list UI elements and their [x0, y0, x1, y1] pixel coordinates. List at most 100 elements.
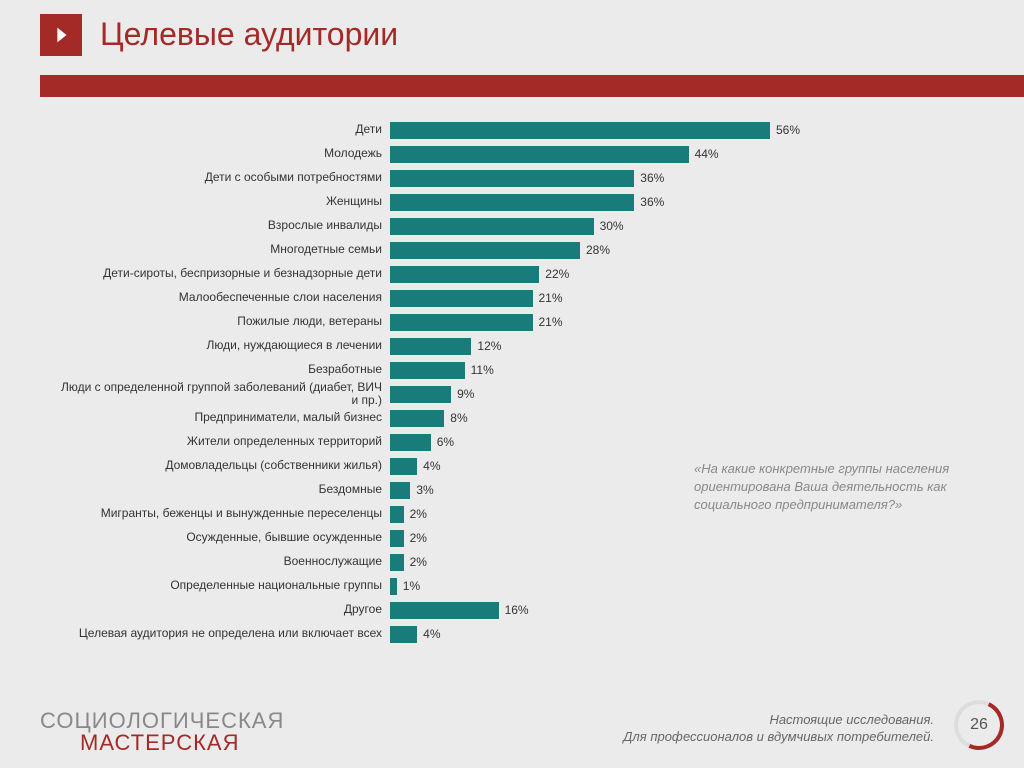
- bar-label: Люди, нуждающиеся в лечении: [60, 339, 390, 352]
- bar-label: Безработные: [60, 363, 390, 376]
- bar-value: 36%: [640, 171, 664, 185]
- chart-row: Дети-сироты, беспризорные и безнадзорные…: [60, 262, 820, 286]
- chevron-right-icon: [40, 14, 82, 56]
- bar: [390, 218, 594, 235]
- bar-area: 2%: [390, 554, 810, 571]
- chart-row: Дети56%: [60, 118, 820, 142]
- bar-label: Взрослые инвалиды: [60, 219, 390, 232]
- bar-value: 8%: [450, 411, 467, 425]
- bar-area: 28%: [390, 242, 810, 259]
- bar: [390, 578, 397, 595]
- bar-value: 1%: [403, 579, 420, 593]
- bar-area: 30%: [390, 218, 810, 235]
- chart-row: Пожилые люди, ветераны 21%: [60, 310, 820, 334]
- bar: [390, 530, 404, 547]
- chart-row: Женщины 36%: [60, 190, 820, 214]
- bar-value: 2%: [410, 507, 427, 521]
- bar-value: 9%: [457, 387, 474, 401]
- bar-area: 8%: [390, 410, 810, 427]
- bar-label: Молодежь: [60, 147, 390, 160]
- bar-area: 12%: [390, 338, 810, 355]
- bar-area: 56%: [390, 122, 810, 139]
- bar-label: Предприниматели, малый бизнес: [60, 411, 390, 424]
- bar-value: 44%: [695, 147, 719, 161]
- bar-label: Дети с особыми потребностями: [60, 171, 390, 184]
- bar-label: Женщины: [60, 195, 390, 208]
- bar: [390, 362, 465, 379]
- bar: [390, 314, 533, 331]
- bar: [390, 626, 417, 643]
- chart-row: Люди с определенной группой заболеваний …: [60, 382, 820, 406]
- bar-value: 16%: [505, 603, 529, 617]
- bar-value: 36%: [640, 195, 664, 209]
- survey-question-quote: «На какие конкретные группы населения ор…: [694, 460, 964, 515]
- bar-value: 28%: [586, 243, 610, 257]
- bar-area: 4%: [390, 626, 810, 643]
- bar: [390, 434, 431, 451]
- bar-label: Дети-сироты, беспризорные и безнадзорные…: [60, 267, 390, 280]
- bar-label: Пожилые люди, ветераны: [60, 315, 390, 328]
- slide-footer: СОЦИОЛОГИЧЕСКАЯ МАСТЕРСКАЯ Настоящие исс…: [0, 698, 1024, 768]
- bar-value: 30%: [600, 219, 624, 233]
- bar-label: Бездомные: [60, 483, 390, 496]
- bar: [390, 554, 404, 571]
- bar-area: 21%: [390, 314, 810, 331]
- bar: [390, 122, 770, 139]
- bar: [390, 290, 533, 307]
- bar: [390, 458, 417, 475]
- bar-label: Дети: [60, 123, 390, 136]
- bar: [390, 146, 689, 163]
- bar-label: Жители определенных территорий: [60, 435, 390, 448]
- chart-row: Малообеспеченные слои населения 21%: [60, 286, 820, 310]
- bar-value: 11%: [471, 363, 494, 377]
- bar: [390, 338, 471, 355]
- bar: [390, 194, 634, 211]
- bar: [390, 482, 410, 499]
- bar-value: 4%: [423, 627, 440, 641]
- chart-row: Безработные 11%: [60, 358, 820, 382]
- bar-label: Мигранты, беженцы и вынужденные переселе…: [60, 507, 390, 520]
- bar-area: 22%: [390, 266, 810, 283]
- bar-value: 3%: [416, 483, 433, 497]
- bar-value: 21%: [539, 315, 563, 329]
- chart-row: Целевая аудитория не определена или вклю…: [60, 622, 820, 646]
- chart-row: Жители определенных территорий 6%: [60, 430, 820, 454]
- bar-area: 36%: [390, 194, 810, 211]
- chart-row: Определенные национальные группы 1%: [60, 574, 820, 598]
- bar-area: 36%: [390, 170, 810, 187]
- bar-value: 21%: [539, 291, 563, 305]
- bar-label: Определенные национальные группы: [60, 579, 390, 592]
- bar-label: Целевая аудитория не определена или вклю…: [60, 627, 390, 640]
- chart-row: Взрослые инвалиды 30%: [60, 214, 820, 238]
- bar: [390, 170, 634, 187]
- bar-area: 1%: [390, 578, 810, 595]
- bar-value: 12%: [477, 339, 501, 353]
- bar-label: Другое: [60, 603, 390, 616]
- chart-row: Молодежь 44%: [60, 142, 820, 166]
- header-accent-bar: [40, 75, 1024, 97]
- tagline-line1: Настоящие исследования.: [623, 712, 934, 729]
- bar-value: 22%: [545, 267, 569, 281]
- chart-row: Военнослужащие2%: [60, 550, 820, 574]
- bar-label: Люди с определенной группой заболеваний …: [60, 381, 390, 407]
- bar-area: 44%: [390, 146, 810, 163]
- bar-area: 16%: [390, 602, 810, 619]
- bar-label: Малообеспеченные слои населения: [60, 291, 390, 304]
- slide-title: Целевые аудитории: [100, 16, 398, 53]
- chart-row: Другое 16%: [60, 598, 820, 622]
- chart-row: Люди, нуждающиеся в лечении 12%: [60, 334, 820, 358]
- bar-value: 2%: [410, 531, 427, 545]
- footer-tagline: Настоящие исследования. Для профессионал…: [623, 712, 934, 746]
- bar-chart: Дети56%Молодежь44%Дети с особыми потребн…: [60, 118, 820, 646]
- bar-area: 11%: [390, 362, 810, 379]
- bar-label: Осужденные, бывшие осужденные: [60, 531, 390, 544]
- bar-value: 6%: [437, 435, 454, 449]
- page-number-badge: 26: [954, 700, 1004, 750]
- chart-row: Предприниматели, малый бизнес 8%: [60, 406, 820, 430]
- bar: [390, 410, 444, 427]
- slide-header: Целевые аудитории: [0, 0, 1024, 70]
- bar-value: 4%: [423, 459, 440, 473]
- bar-label: Военнослужащие: [60, 555, 390, 568]
- bar-area: 6%: [390, 434, 810, 451]
- page-number: 26: [970, 716, 988, 734]
